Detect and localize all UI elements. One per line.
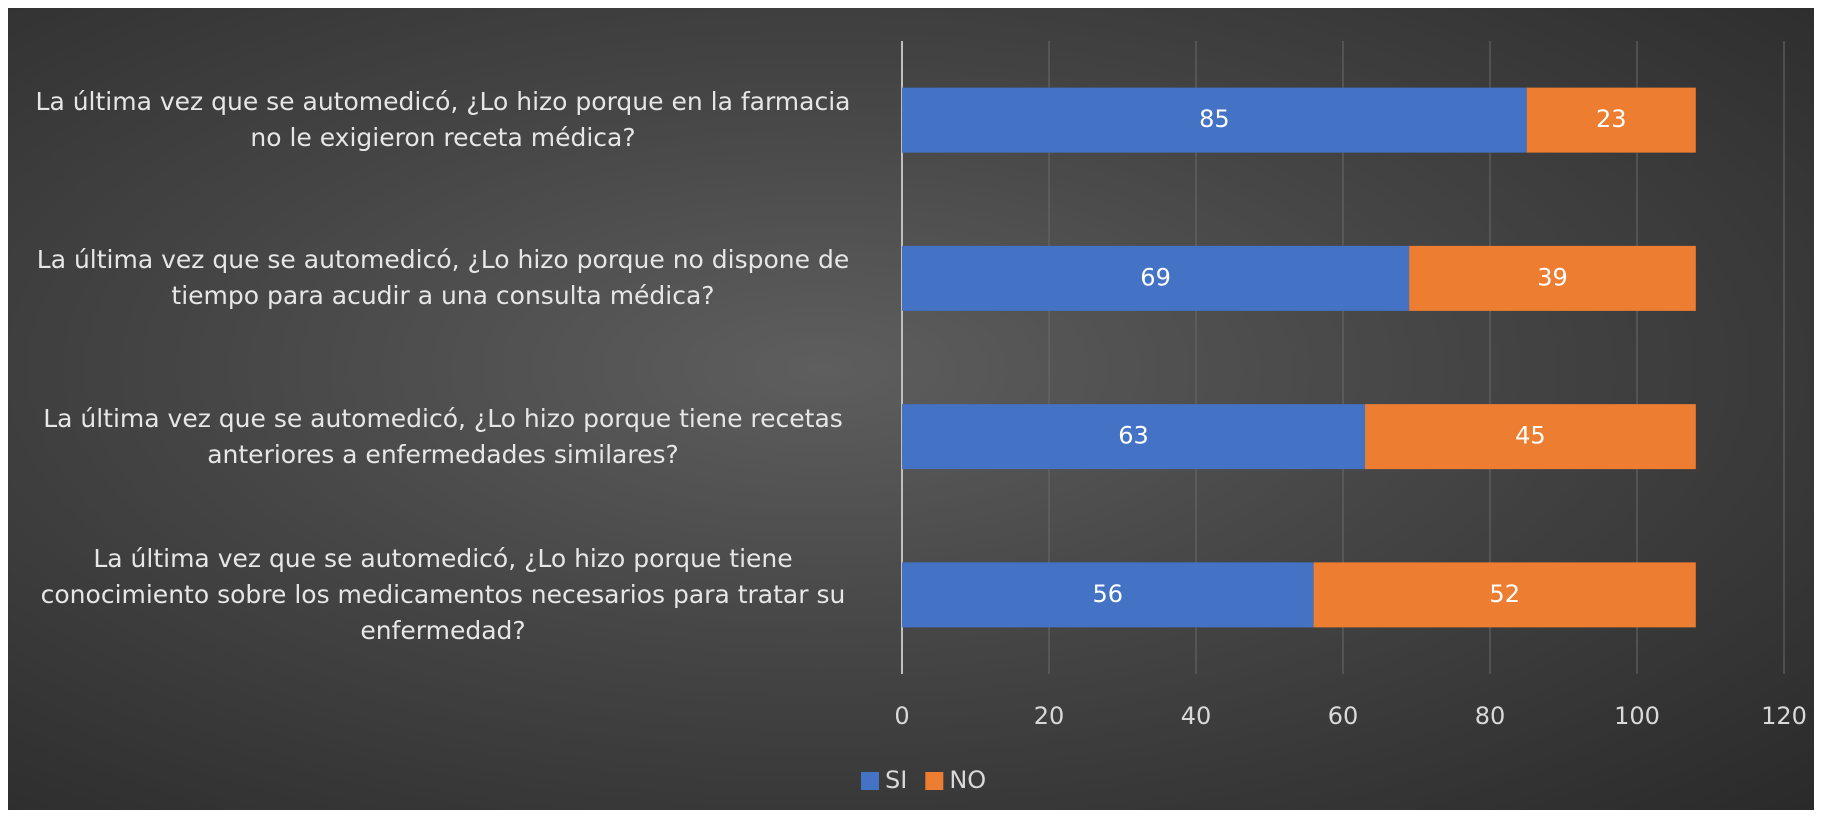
data-label: 39	[1537, 263, 1568, 291]
data-label: 69	[1140, 263, 1171, 291]
bar	[902, 87, 1527, 153]
x-tick-label: 0	[894, 702, 909, 730]
bar	[1313, 562, 1696, 628]
legend-label: SI	[885, 766, 907, 794]
data-label: 52	[1489, 580, 1520, 608]
bar	[902, 562, 1314, 628]
bar	[1409, 245, 1696, 311]
data-label: 63	[1118, 422, 1149, 450]
data-label: 85	[1199, 105, 1230, 133]
bar	[902, 404, 1366, 470]
legend-swatch	[925, 772, 944, 790]
category-label: La última vez que se automedicó, ¿Lo hiz…	[43, 403, 843, 469]
legend-swatch	[861, 772, 879, 790]
category-label: La última vez que se automedicó, ¿Lo hiz…	[35, 87, 851, 153]
x-tick-label: 60	[1328, 702, 1359, 730]
legend-label: NO	[949, 766, 986, 794]
chart: 0 20 40 60 80 100 120 85 23 69 39 63 45 56 52 SI NO La ú…	[8, 8, 1814, 810]
x-tick-label: 100	[1614, 702, 1660, 730]
bar	[902, 245, 1410, 311]
bar	[1526, 87, 1696, 153]
x-tick-label: 80	[1475, 702, 1506, 730]
data-label: 45	[1515, 422, 1546, 450]
category-label: La última vez que se automedicó, ¿Lo hiz…	[40, 543, 846, 645]
plot: 0 20 40 60 80 100 120 85 23 69 39 63 45 56 52 SI NO	[861, 41, 1807, 794]
x-tick-label: 40	[1181, 702, 1212, 730]
x-tick-label: 120	[1761, 702, 1807, 730]
x-tick-label: 20	[1034, 702, 1065, 730]
data-label: 23	[1596, 105, 1627, 133]
data-label: 56	[1093, 580, 1124, 608]
category-label: La última vez que se automedicó, ¿Lo hiz…	[36, 245, 850, 311]
bar	[1365, 404, 1696, 470]
